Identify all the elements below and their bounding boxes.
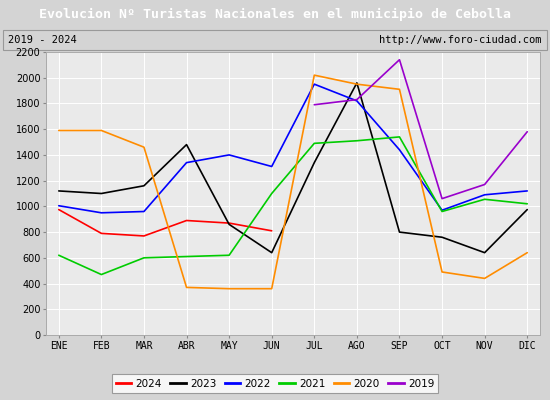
Text: http://www.foro-ciudad.com: http://www.foro-ciudad.com [379, 35, 542, 45]
Text: 2019 - 2024: 2019 - 2024 [8, 35, 77, 45]
Text: Evolucion Nº Turistas Nacionales en el municipio de Cebolla: Evolucion Nº Turistas Nacionales en el m… [39, 8, 511, 20]
Legend: 2024, 2023, 2022, 2021, 2020, 2019: 2024, 2023, 2022, 2021, 2020, 2019 [112, 374, 438, 393]
FancyBboxPatch shape [3, 30, 547, 50]
